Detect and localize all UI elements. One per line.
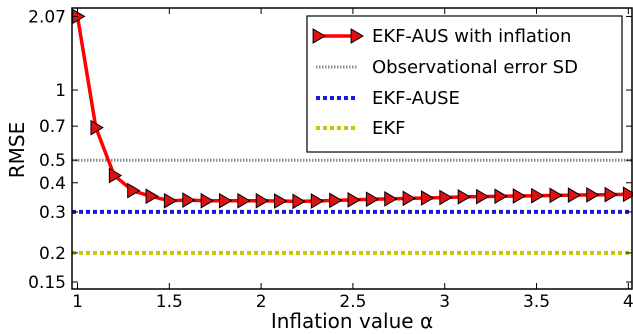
x-tick-label: 1: [72, 292, 83, 312]
data-point: [145, 188, 159, 205]
legend-marker: [350, 28, 364, 44]
x-tick-label: 4: [623, 292, 633, 312]
data-point: [420, 190, 435, 206]
y-tick-label: 1: [55, 81, 66, 101]
data-point: [604, 186, 618, 203]
data-point: [329, 192, 343, 209]
data-point: [127, 182, 141, 199]
data-point: [439, 189, 453, 206]
data-point: [163, 192, 178, 209]
legend-label: EKF: [372, 118, 406, 139]
y-tick-label: 0.5: [39, 151, 66, 171]
data-point: [402, 190, 416, 207]
data-point: [567, 187, 582, 204]
legend-marker: [312, 28, 326, 44]
plot-area: [72, 8, 633, 255]
data-point: [200, 192, 215, 209]
legend-label: Observational error SD: [372, 57, 578, 78]
y-axis-label: RMSE: [5, 122, 29, 178]
data-point: [274, 193, 288, 209]
data-point: [457, 188, 472, 205]
x-tick-label: 3: [439, 292, 450, 312]
y-tick-label: 0.15: [28, 273, 66, 293]
y-tick-label: 0.4: [39, 174, 66, 194]
data-point: [182, 192, 196, 208]
data-point: [310, 193, 325, 209]
legend-label: EKF-AUSE: [372, 88, 460, 109]
data-point: [237, 192, 251, 209]
plot-frame: [71, 7, 633, 290]
data-point: [494, 188, 508, 205]
x-tick-label: 1.5: [156, 292, 183, 312]
data-point: [90, 119, 104, 136]
data-point: [531, 187, 545, 204]
data-point: [292, 193, 306, 210]
data-point: [549, 187, 563, 204]
x-tick-label: 2.5: [339, 292, 366, 312]
data-point: [218, 192, 233, 209]
y-tick-label: 0.7: [39, 117, 66, 137]
data-point: [622, 186, 633, 203]
data-point: [108, 167, 123, 184]
y-tick-label: 2.07: [28, 7, 66, 27]
y-tick-label: 0.2: [39, 244, 66, 264]
legend-box: [306, 15, 623, 153]
data-point: [384, 191, 398, 207]
y-tick-label: 0.3: [39, 203, 66, 223]
data-point: [347, 191, 361, 208]
legend-label: EKF-AUS with inflation: [372, 26, 571, 47]
legend: EKF-AUS with inflation Observational erro…: [306, 15, 623, 153]
y-axis: 0.15 0.2 0.3 0.4 0.5 0.7 1 2.07: [28, 7, 632, 293]
x-tick-label: 2: [256, 292, 267, 312]
x-axis-label: Inflation value α: [271, 309, 433, 333]
x-axis: 1 1.5 2 2.5 3 3.5 4: [72, 8, 633, 312]
data-point: [476, 188, 490, 205]
data-point: [255, 192, 270, 209]
data-point: [512, 188, 527, 204]
x-tick-label: 3.5: [523, 292, 550, 312]
data-point: [586, 186, 600, 203]
data-point: [365, 191, 380, 208]
